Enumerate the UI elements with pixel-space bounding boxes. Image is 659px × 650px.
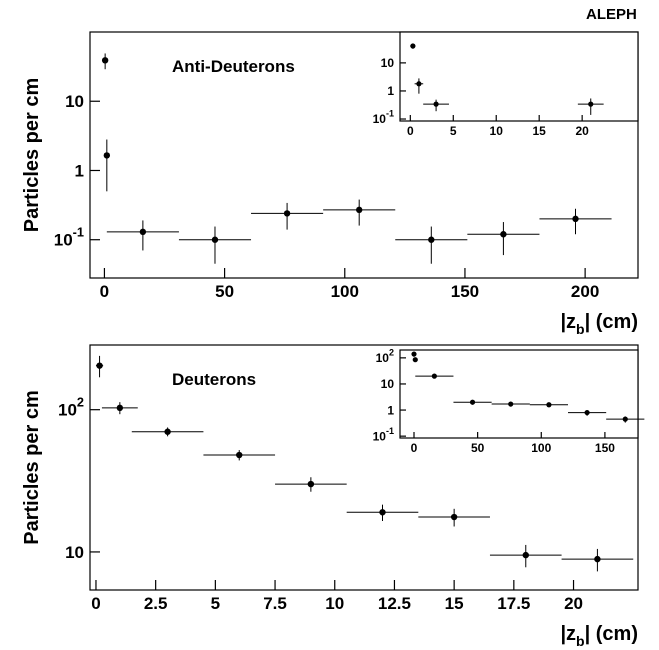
data-point <box>428 236 435 243</box>
y-tick-label: 10-1 <box>54 224 84 249</box>
data-point <box>588 101 594 107</box>
x-axis-label: |zb| (cm) <box>560 623 638 649</box>
data-point <box>416 81 422 87</box>
annotation: ALEPH <box>586 6 637 23</box>
x-label-sub: b <box>576 321 585 337</box>
data-point <box>431 373 437 379</box>
x-tick-label: 50 <box>471 441 485 455</box>
data-point <box>101 57 109 64</box>
data-point <box>469 399 476 405</box>
data-point <box>139 228 147 236</box>
y-tick-label: 10 <box>65 92 84 111</box>
x-tick-label: 20 <box>564 594 583 613</box>
panel: 0 2.5 5 7.5 10 12.5 15 17.5 2010102DeuteronsPart… <box>21 344 639 649</box>
tick-exponent: -1 <box>73 224 84 239</box>
data-point <box>379 509 386 516</box>
tick-base: 10 <box>54 231 73 250</box>
data-point <box>584 409 590 416</box>
tick-base: 10 <box>376 351 390 365</box>
data-point <box>411 351 417 357</box>
data-point <box>433 101 439 107</box>
x-tick-label: 10 <box>325 594 344 613</box>
data-point <box>96 362 103 369</box>
plot-frame <box>399 349 639 439</box>
tick-exponent: 2 <box>77 394 84 409</box>
x-tick-label: 100 <box>531 441 551 455</box>
data-point <box>412 357 418 363</box>
tick-base: 10 <box>373 429 387 443</box>
data-point <box>410 43 416 49</box>
y-tick-label: 10-1 <box>373 109 394 127</box>
data-point <box>572 215 579 223</box>
x-tick-label: 5 <box>450 124 457 138</box>
x-label-rest: | (cm) <box>585 311 638 333</box>
x-tick-label: 150 <box>451 282 479 301</box>
x-tick-label: 15 <box>445 594 464 613</box>
x-axis-label: |zb| (cm) <box>560 311 638 337</box>
x-tick-label: 100 <box>331 282 359 301</box>
y-axis-label: Particles per cm <box>21 78 43 233</box>
data-point <box>116 404 124 412</box>
data-point <box>508 401 514 407</box>
x-tick-label: 5 <box>211 594 220 613</box>
x-tick-label: 12.5 <box>378 594 411 613</box>
panel-title: Anti-Deuterons <box>172 57 295 76</box>
plot-frame <box>399 31 639 122</box>
x-tick-label: 20 <box>575 124 589 138</box>
y-tick-label: 10-1 <box>373 426 394 444</box>
data-point <box>103 152 111 159</box>
data-point <box>622 416 628 422</box>
data-point <box>450 513 458 521</box>
y-tick-label: 102 <box>376 347 394 365</box>
x-label-sub: b <box>576 633 585 649</box>
y-tick-label: 1 <box>387 403 394 417</box>
x-tick-label: 15 <box>533 124 547 138</box>
x-tick-label: 0 <box>407 124 414 138</box>
x-label-text: |z <box>560 623 576 645</box>
tick-base: 10 <box>58 401 77 420</box>
y-tick-label: 102 <box>58 394 84 419</box>
tick-exponent: -1 <box>386 109 394 119</box>
y-tick-label: 10 <box>381 56 395 70</box>
x-tick-label: 2.5 <box>144 594 168 613</box>
x-tick-label: 0 <box>411 441 418 455</box>
x-tick-label: 7.5 <box>263 594 287 613</box>
tick-base: 10 <box>373 112 387 126</box>
x-tick-label: 200 <box>571 282 599 301</box>
x-label-text: |z <box>560 311 576 333</box>
data-point <box>500 231 507 238</box>
x-tick-label: 17.5 <box>497 594 530 613</box>
x-tick-label: 0 <box>100 282 109 301</box>
data-point <box>164 428 171 435</box>
x-tick-label: 50 <box>215 282 234 301</box>
data-point <box>211 236 219 243</box>
x-label-rest: | (cm) <box>585 623 638 645</box>
x-tick-label: 0 <box>91 594 100 613</box>
data-point <box>236 451 243 459</box>
data-point <box>307 480 315 488</box>
panel-title: Deuterons <box>172 370 256 389</box>
y-tick-label: 1 <box>75 161 84 180</box>
x-tick-label: 10 <box>490 124 504 138</box>
tick-exponent: -1 <box>386 426 394 436</box>
tick-exponent: 2 <box>389 347 394 357</box>
y-axis-label: Particles per cm <box>21 390 43 545</box>
x-tick-label: 150 <box>595 441 615 455</box>
data-point <box>355 206 363 214</box>
data-point <box>594 555 601 563</box>
data-point <box>283 210 291 217</box>
y-tick-label: 10 <box>381 377 395 391</box>
y-tick-label: 10 <box>65 543 84 562</box>
data-point <box>522 551 529 559</box>
data-point <box>546 402 552 408</box>
y-tick-label: 1 <box>387 84 394 98</box>
